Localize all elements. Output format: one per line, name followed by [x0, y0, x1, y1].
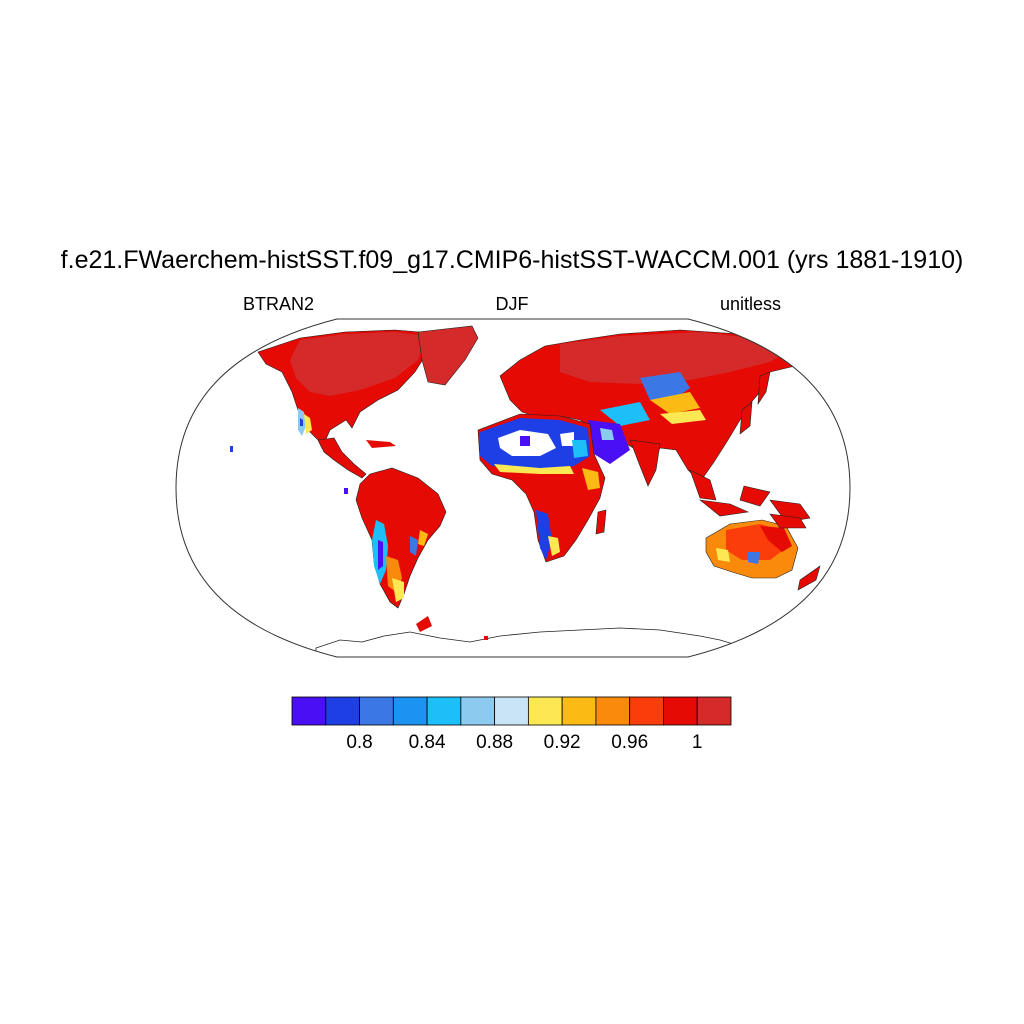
- colorbar-box: [696, 696, 732, 726]
- colorbar-box: [561, 696, 597, 726]
- central-america-land: [317, 437, 367, 479]
- colorbar-box: [392, 696, 428, 726]
- colorbar-box: [494, 696, 529, 726]
- colorbar-box: [629, 696, 664, 726]
- colorbar-box: [527, 696, 563, 726]
- season-label: DJF: [495, 294, 529, 314]
- map-boundary: [175, 318, 851, 658]
- colorbar-tick-label: 0.84: [408, 732, 446, 753]
- plot-title: f.e21.FWaerchem-histSST.f09_g17.CMIP6-hi…: [60, 246, 964, 274]
- greenland-land: [417, 325, 479, 386]
- colorbar-box: [460, 696, 496, 726]
- colorbar-tick-label: 0.96: [611, 732, 649, 753]
- colorbar-box: [426, 696, 462, 726]
- colorbar-box: [325, 696, 360, 726]
- units-label: unitless: [719, 294, 781, 314]
- colorbar-tick-label: 0.92: [543, 732, 581, 753]
- colorbar-box: [359, 696, 394, 726]
- colorbar-box: [663, 696, 698, 726]
- colorbar-tick-label: 0.88: [476, 732, 514, 753]
- variable-label: BTRAN2: [243, 294, 315, 314]
- colorbar-tick-label: 0.8: [346, 732, 373, 753]
- colorbar-box: [291, 696, 327, 726]
- colorbar-box: [595, 696, 631, 726]
- colorbar-tick-label: 1: [691, 732, 703, 753]
